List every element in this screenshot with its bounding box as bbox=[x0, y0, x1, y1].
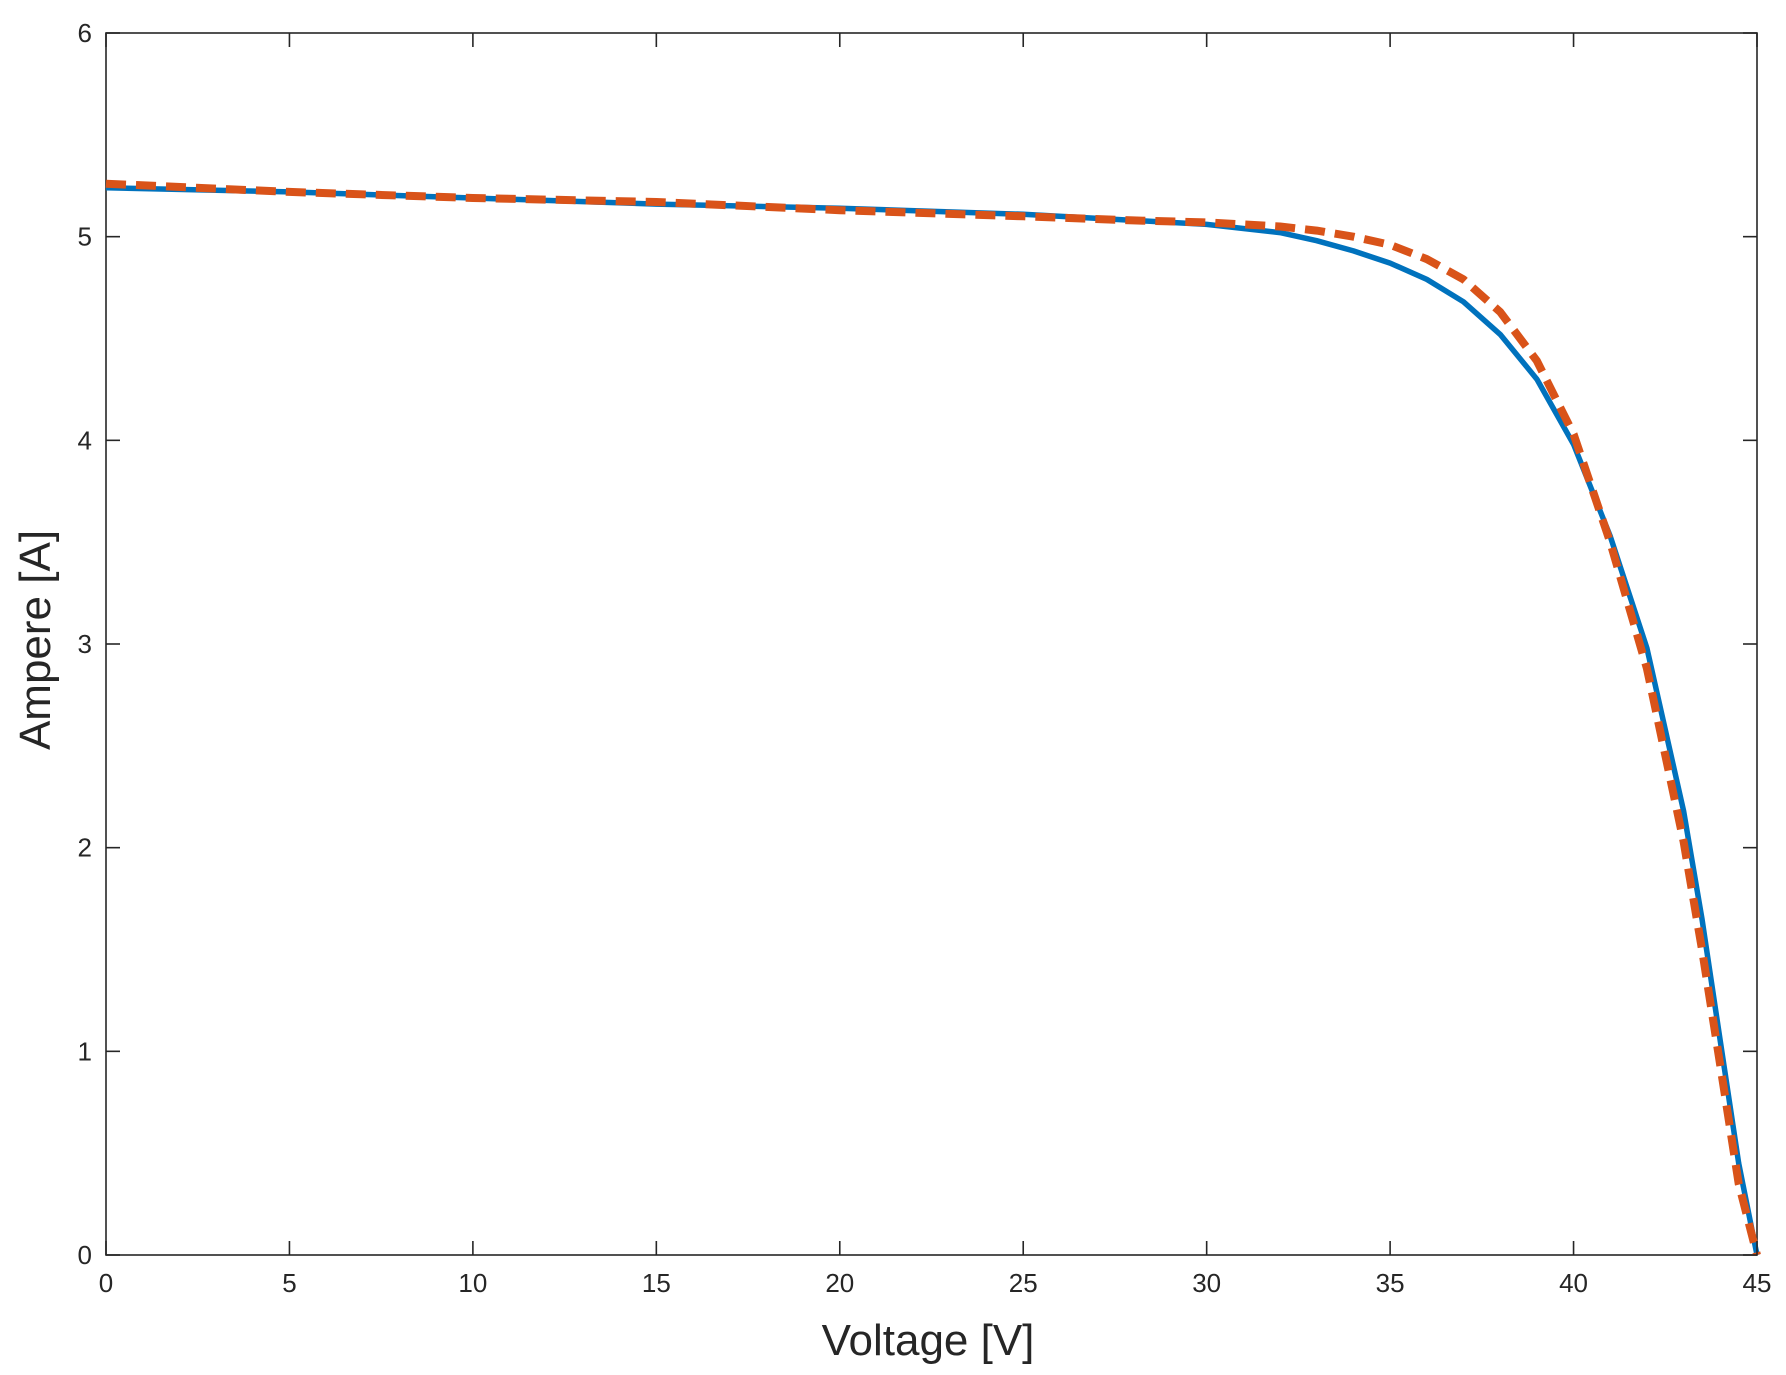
series-line-2 bbox=[105, 179, 1761, 1256]
x-tick-label: 15 bbox=[642, 1268, 671, 1298]
y-tick-label: 2 bbox=[78, 833, 92, 863]
y-tick-label: 0 bbox=[78, 1240, 92, 1270]
x-tick-label: 35 bbox=[1376, 1268, 1405, 1298]
y-axis-label: Ampere [A] bbox=[11, 530, 60, 750]
x-tick-label: 40 bbox=[1559, 1268, 1588, 1298]
series-line-1 bbox=[105, 185, 1760, 1256]
y-tick-label: 4 bbox=[78, 425, 92, 455]
x-tick-label: 45 bbox=[1743, 1268, 1772, 1298]
y-tick-label: 3 bbox=[78, 629, 92, 659]
series-group bbox=[105, 179, 1761, 1256]
x-tick-label: 30 bbox=[1192, 1268, 1221, 1298]
x-axis-label: Voltage [V] bbox=[822, 1316, 1035, 1365]
x-tick-label: 0 bbox=[99, 1268, 113, 1298]
x-tick-label: 10 bbox=[458, 1268, 487, 1298]
y-tick-label: 5 bbox=[78, 222, 92, 252]
y-tick-label: 6 bbox=[78, 18, 92, 48]
y-tick-label: 1 bbox=[78, 1036, 92, 1066]
x-tick-label: 20 bbox=[825, 1268, 854, 1298]
x-tick-label: 25 bbox=[1009, 1268, 1038, 1298]
x-tick-label: 5 bbox=[282, 1268, 296, 1298]
